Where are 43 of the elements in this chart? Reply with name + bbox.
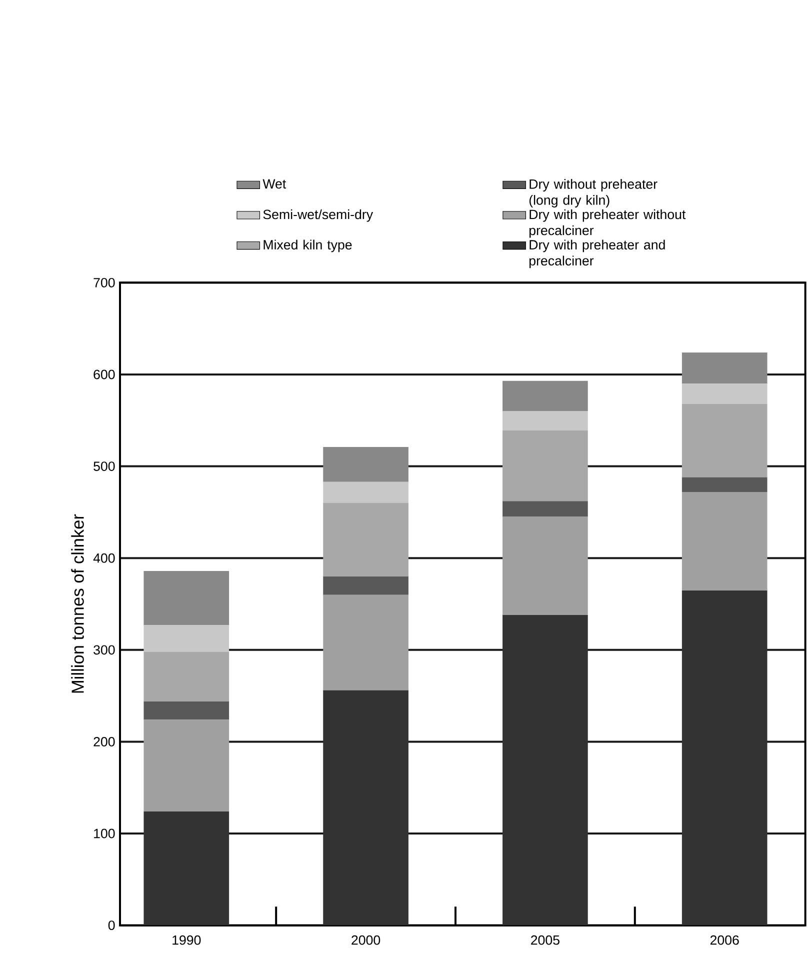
x-tick-label: 2000 xyxy=(352,935,380,945)
y-tick-label: 600 xyxy=(94,370,115,380)
y-axis-title: Million tonnes of clinker xyxy=(71,514,84,693)
bar xyxy=(144,625,230,652)
bar xyxy=(502,411,588,430)
bar xyxy=(682,352,768,384)
y-tick-label: 700 xyxy=(94,278,115,288)
legend-label: Dry with preheater and precalciner xyxy=(529,240,665,268)
bar xyxy=(323,690,408,926)
bar xyxy=(144,652,230,702)
y-tick-label: 400 xyxy=(93,553,115,563)
legend-label: Dry without preheater (long dry kiln) xyxy=(529,179,658,208)
x-tick-label: 2005 xyxy=(531,935,560,945)
legend-label: Wet xyxy=(262,179,286,189)
bar xyxy=(502,380,588,412)
bar xyxy=(144,811,230,926)
bar xyxy=(323,576,408,595)
legend-label: Dry with preheater without precalciner xyxy=(529,209,686,238)
bar xyxy=(323,594,408,690)
bar xyxy=(682,404,768,478)
y-tick-label: 200 xyxy=(94,736,115,746)
bar xyxy=(682,590,768,926)
x-tick-label: 2006 xyxy=(710,935,739,945)
y-tick-label: 0 xyxy=(108,920,115,930)
legend-label: Mixed kiln type xyxy=(264,240,352,252)
y-tick-label: 300 xyxy=(94,645,115,655)
bar xyxy=(682,384,768,404)
legend-label: Semi-wet/semi-dry xyxy=(263,209,374,222)
y-tick-label: 500 xyxy=(94,462,115,471)
bar xyxy=(323,482,408,504)
bar xyxy=(682,492,768,590)
bar xyxy=(144,701,230,720)
bar xyxy=(502,430,588,502)
bar xyxy=(144,570,230,626)
bar xyxy=(682,477,768,492)
bar xyxy=(502,501,588,517)
bar xyxy=(323,503,408,576)
bar xyxy=(502,615,588,926)
bar xyxy=(144,720,230,812)
bar xyxy=(323,447,408,482)
y-tick-label: 100 xyxy=(94,828,115,838)
bar xyxy=(502,516,588,616)
x-tick-label: 1990 xyxy=(172,935,201,945)
